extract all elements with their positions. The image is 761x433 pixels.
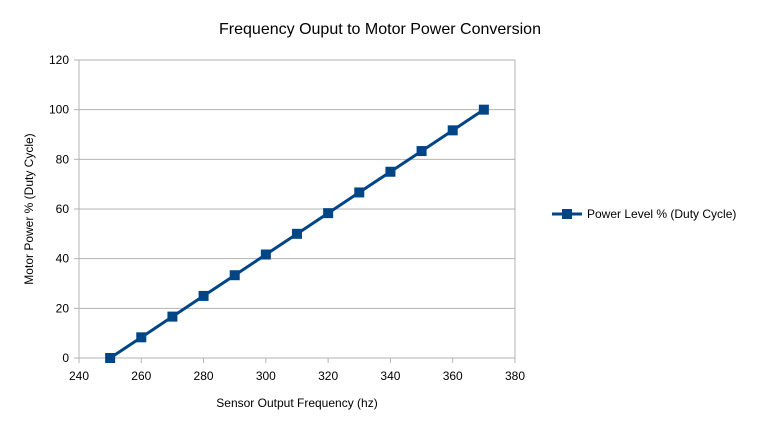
y-tick-label: 120 [49,53,69,67]
data-point-marker [416,146,427,157]
data-point-marker [260,249,271,260]
y-tick-label: 0 [62,351,69,365]
data-point-marker [385,166,396,177]
legend: Power Level % (Duty Cycle) [552,207,736,221]
x-axis-label: Sensor Output Frequency (hz) [216,396,377,410]
x-tick-label: 320 [318,369,338,383]
data-point-marker [292,228,302,239]
y-tick-label: 40 [56,252,70,266]
y-axis-label: Motor Power % (Duty Cycle) [22,133,36,284]
gridlines [79,109,515,309]
y-tick-label: 60 [56,202,70,216]
data-point-marker [323,208,334,219]
x-tick-label: 340 [380,369,400,383]
data-point-marker [354,187,365,198]
series-layer [105,104,489,363]
data-point-marker [478,104,489,115]
x-tick-label: 360 [443,369,463,383]
x-tick-label: 280 [194,369,214,383]
y-tick-label: 80 [56,152,70,166]
data-point-marker [229,270,240,281]
data-point-marker [167,311,178,322]
data-point-marker [198,290,209,301]
y-tick-label: 100 [49,103,69,117]
x-tick-label: 240 [69,369,89,383]
legend-marker [562,209,572,219]
axis-ticks: 0 20 40 60 80 100 120 240 260 280 300 320 340 360 380 [49,53,525,383]
y-tick-label: 20 [56,301,70,315]
data-point-marker [447,125,458,136]
legend-entry-label: Power Level % (Duty Cycle) [587,207,736,221]
chart-title: Frequency Ouput to Motor Power Conversio… [219,21,541,38]
x-tick-label: 260 [131,369,151,383]
x-tick-label: 300 [256,369,276,383]
x-tick-label: 380 [505,369,525,383]
data-point-marker [105,353,116,363]
data-point-marker [136,332,147,343]
